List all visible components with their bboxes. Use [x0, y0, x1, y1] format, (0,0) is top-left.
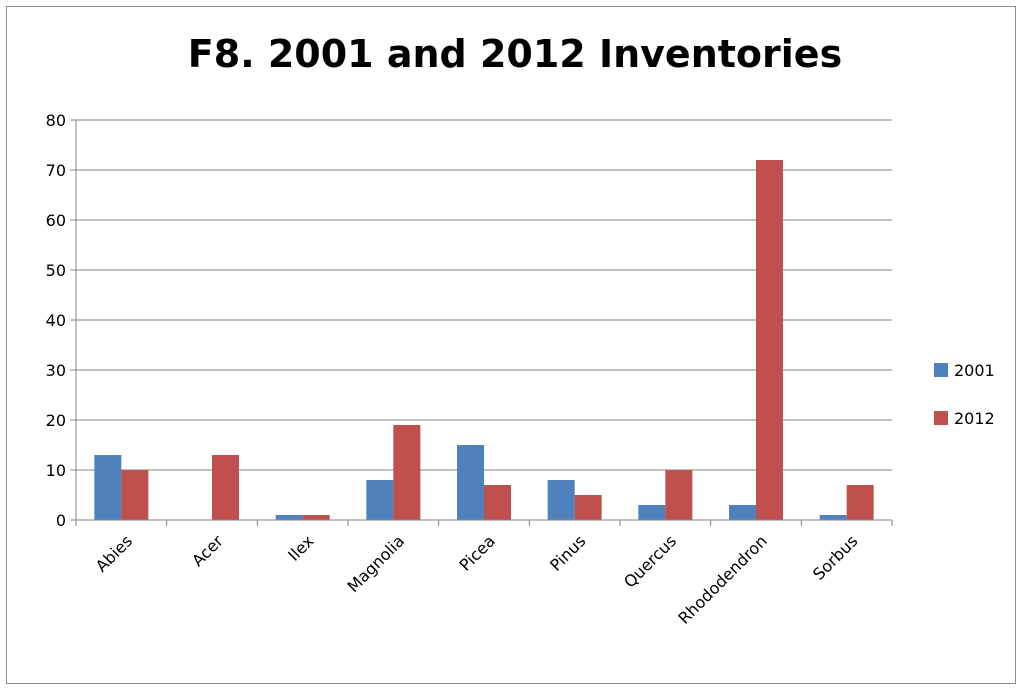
y-tick-label: 10 [46, 461, 66, 480]
x-tick-label: Quercus [620, 531, 680, 591]
bar-2012-picea [484, 485, 511, 520]
bar-2001-quercus [638, 505, 666, 520]
bar-2012-sorbus [846, 485, 874, 520]
y-tick-label: 80 [46, 111, 66, 130]
y-tick-label: 70 [46, 161, 66, 180]
x-tick-label: Sorbus [809, 531, 861, 583]
y-tick-label: 50 [46, 261, 66, 280]
bar-2001-sorbus [819, 515, 847, 520]
bar-2012-acer [212, 455, 239, 520]
bar-2012-ilex [302, 515, 330, 520]
x-tick-label: Picea [456, 531, 499, 574]
legend-label-2012: 2012 [954, 409, 995, 428]
y-tick-label: 0 [56, 511, 66, 530]
chart-frame [6, 6, 1016, 684]
x-tick-label: Acer [188, 531, 227, 570]
legend-swatch-2001 [934, 363, 948, 377]
bar-2001-picea [457, 445, 484, 520]
x-tick-label: Rhododendron [674, 531, 770, 627]
y-tick-label: 20 [46, 411, 66, 430]
bars [94, 160, 874, 520]
bar-2012-rhododendron [756, 160, 783, 520]
y-tick-label: 60 [46, 211, 66, 230]
x-tick-label: Ilex [284, 531, 317, 564]
bar-2012-magnolia [393, 425, 421, 520]
chart-title: F8. 2001 and 2012 Inventories [187, 32, 843, 76]
axes [70, 119, 893, 526]
y-tick-label: 40 [46, 311, 66, 330]
bar-2001-abies [94, 455, 122, 520]
bar-2001-ilex [275, 515, 303, 520]
y-axis-ticks: 0 10 20 30 40 50 60 70 80 [46, 111, 66, 530]
x-tick-label: Abies [92, 531, 136, 575]
legend-swatch-2012 [934, 411, 948, 425]
x-axis-ticks: Abies Acer Ilex Magnolia Picea Pinus QuercusRh… [92, 531, 862, 628]
bar-2001-pinus [547, 480, 575, 520]
legend-label-2001: 2001 [954, 361, 995, 380]
x-tick-label: Pinus [546, 531, 589, 574]
bar-2001-rhododendron [729, 505, 756, 520]
bar-2012-abies [121, 470, 149, 520]
y-tick-label: 30 [46, 361, 66, 380]
bar-2012-pinus [574, 495, 602, 520]
bar-2001-magnolia [366, 480, 394, 520]
x-tick-label: Magnolia [344, 531, 409, 596]
legend: 2001 2012 [934, 361, 995, 428]
bar-2012-quercus [665, 470, 693, 520]
